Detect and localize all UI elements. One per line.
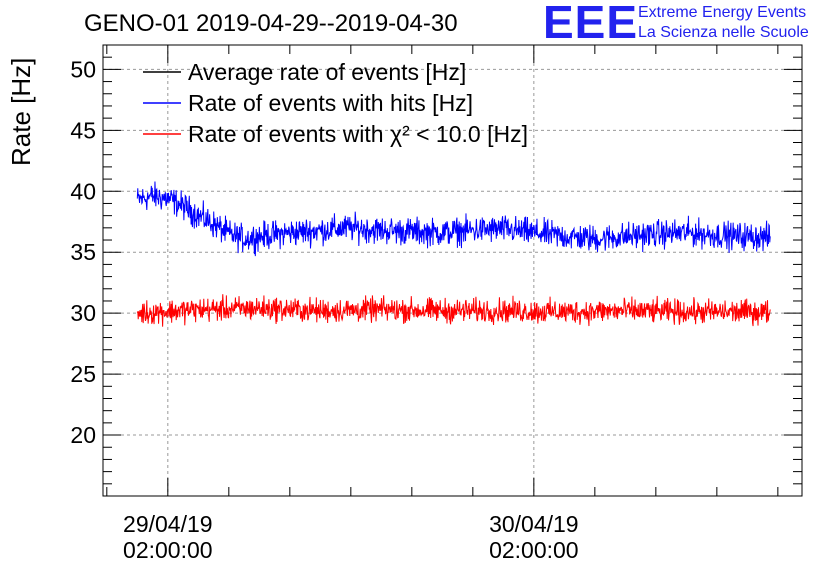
y-tick-label: 35 bbox=[70, 239, 96, 265]
chart-ticks: 2025303540455029/04/1902:00:0030/04/1902… bbox=[70, 44, 802, 563]
eee-logo-line-1: Extreme Energy Events bbox=[638, 4, 807, 21]
chart-title: GENO-01 2019-04-29--2019-04-30 bbox=[84, 10, 458, 37]
y-tick-label: 45 bbox=[70, 117, 96, 143]
eee-logo: EEE Extreme Energy Events La Scienza nel… bbox=[543, 0, 833, 48]
plot-frame bbox=[102, 44, 803, 497]
x-tick-label-date: 30/04/19 bbox=[489, 511, 579, 537]
x-tick-label-time: 02:00:00 bbox=[489, 537, 579, 563]
chart-grid bbox=[103, 45, 802, 496]
chart-series bbox=[136, 181, 771, 327]
eee-logo-mark: EEE bbox=[543, 0, 639, 48]
eee-logo-line-2: La Scienza nelle Scuole bbox=[638, 24, 809, 41]
series-line-1 bbox=[136, 181, 771, 257]
x-tick-label-date: 29/04/19 bbox=[123, 511, 213, 537]
chart-legend: Average rate of events [Hz] Rate of event… bbox=[143, 59, 528, 147]
y-tick-label: 20 bbox=[70, 422, 96, 448]
legend-label-2: Rate of events with χ² < 10.0 [Hz] bbox=[188, 121, 528, 147]
x-tick-label-time: 02:00:00 bbox=[123, 537, 213, 563]
legend-label-0: Average rate of events [Hz] bbox=[188, 59, 466, 85]
y-tick-label: 30 bbox=[70, 300, 96, 326]
legend-label-1: Rate of events with hits [Hz] bbox=[188, 90, 473, 116]
y-tick-label: 50 bbox=[70, 56, 96, 82]
y-tick-label: 25 bbox=[70, 361, 96, 387]
chart-frame bbox=[102, 44, 803, 497]
y-tick-label: 40 bbox=[70, 178, 96, 204]
series-line-2 bbox=[136, 294, 771, 327]
